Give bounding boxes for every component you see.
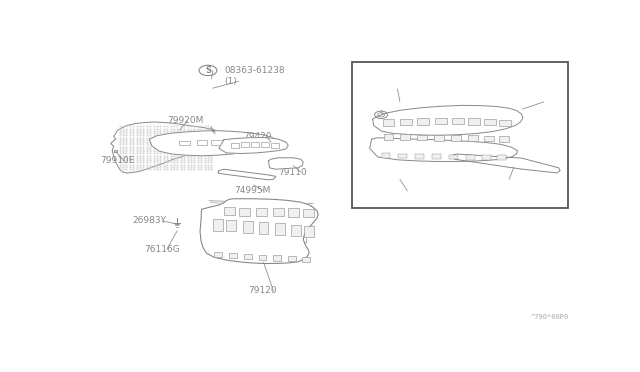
Bar bbox=[256, 208, 267, 216]
Polygon shape bbox=[269, 158, 303, 169]
Text: 78524: 78524 bbox=[360, 106, 388, 115]
Bar bbox=[244, 254, 252, 259]
Bar bbox=[213, 219, 223, 231]
Bar bbox=[449, 155, 458, 159]
FancyBboxPatch shape bbox=[352, 62, 568, 208]
Bar bbox=[291, 225, 301, 236]
Bar bbox=[415, 154, 424, 158]
Bar bbox=[417, 135, 428, 140]
Bar bbox=[303, 209, 314, 217]
Bar bbox=[417, 118, 429, 125]
Bar bbox=[211, 140, 222, 145]
Bar bbox=[259, 254, 266, 260]
Bar bbox=[435, 118, 447, 124]
Bar bbox=[273, 208, 284, 216]
Text: 08363-61238: 08363-61238 bbox=[225, 66, 285, 75]
Polygon shape bbox=[200, 199, 318, 263]
Text: 79120: 79120 bbox=[249, 286, 277, 295]
Bar bbox=[243, 221, 253, 232]
Bar bbox=[227, 220, 236, 231]
Polygon shape bbox=[150, 131, 278, 156]
Bar bbox=[482, 155, 491, 160]
Bar bbox=[302, 257, 310, 262]
Bar bbox=[224, 141, 235, 146]
Bar bbox=[196, 140, 207, 145]
Bar bbox=[275, 223, 285, 235]
Bar bbox=[499, 120, 511, 126]
Bar bbox=[288, 208, 300, 217]
Polygon shape bbox=[219, 137, 288, 154]
Text: 79821: 79821 bbox=[486, 175, 515, 184]
Bar bbox=[383, 134, 394, 140]
Bar bbox=[241, 142, 249, 147]
Bar bbox=[484, 119, 496, 125]
Text: ^790*00P0: ^790*00P0 bbox=[531, 314, 568, 320]
Text: 26983Y: 26983Y bbox=[132, 216, 166, 225]
Text: 79110: 79110 bbox=[278, 168, 307, 177]
Bar bbox=[261, 142, 269, 147]
Bar bbox=[259, 222, 269, 234]
Text: HB: HB bbox=[363, 70, 376, 79]
Bar bbox=[466, 155, 475, 160]
Bar bbox=[271, 143, 279, 148]
Bar bbox=[231, 142, 239, 148]
Text: 79920M: 79920M bbox=[167, 116, 203, 125]
Polygon shape bbox=[218, 169, 276, 180]
Bar bbox=[497, 155, 506, 160]
Bar bbox=[452, 118, 464, 124]
Bar bbox=[468, 135, 478, 141]
Bar bbox=[229, 253, 237, 258]
Bar bbox=[401, 134, 410, 140]
Polygon shape bbox=[111, 122, 219, 173]
Text: 76116G: 76116G bbox=[145, 245, 180, 254]
Text: 79910E: 79910E bbox=[100, 156, 134, 165]
Bar bbox=[234, 142, 244, 147]
Bar bbox=[451, 135, 461, 141]
Polygon shape bbox=[370, 138, 518, 161]
Polygon shape bbox=[452, 154, 560, 173]
Bar bbox=[239, 208, 250, 216]
Text: 78910C: 78910C bbox=[383, 84, 417, 93]
Bar bbox=[214, 252, 222, 257]
Bar bbox=[304, 226, 314, 237]
Bar bbox=[432, 154, 441, 159]
Bar bbox=[288, 256, 296, 261]
Bar bbox=[273, 256, 282, 261]
Polygon shape bbox=[372, 105, 523, 135]
Bar bbox=[499, 136, 509, 142]
Text: 79120: 79120 bbox=[383, 186, 411, 195]
Bar bbox=[468, 118, 480, 125]
Text: 79420: 79420 bbox=[244, 132, 272, 141]
Text: S: S bbox=[205, 66, 211, 75]
Text: (1): (1) bbox=[224, 77, 237, 86]
Bar bbox=[251, 142, 259, 147]
Bar bbox=[484, 136, 494, 141]
Text: 74995M: 74995M bbox=[234, 186, 270, 195]
Bar bbox=[400, 119, 412, 125]
Bar bbox=[383, 119, 394, 126]
Text: 79110: 79110 bbox=[524, 97, 553, 106]
Bar bbox=[244, 143, 255, 148]
Bar bbox=[179, 141, 190, 145]
Bar bbox=[434, 135, 444, 141]
Bar bbox=[224, 207, 235, 215]
Bar bbox=[381, 154, 390, 158]
Bar bbox=[399, 154, 408, 158]
